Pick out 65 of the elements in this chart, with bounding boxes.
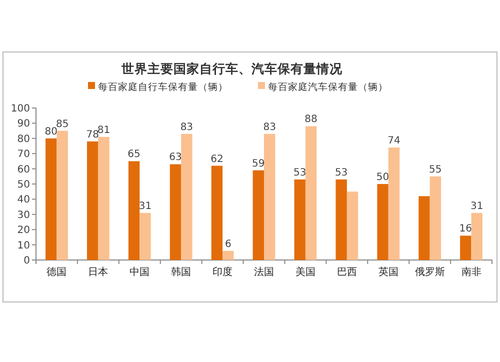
data-label: 31 — [470, 200, 484, 212]
data-label: 53 — [334, 167, 348, 178]
bar — [418, 196, 430, 260]
bar — [336, 179, 347, 260]
data-label: 62 — [210, 154, 224, 165]
data-label: 31 — [138, 200, 152, 212]
bar — [388, 148, 400, 260]
x-tick-label: 法国 — [254, 266, 274, 278]
bar — [305, 126, 317, 260]
y-tick-label: 100 — [10, 104, 30, 114]
data-label: 83 — [263, 122, 276, 133]
x-tick-label: 巴西 — [336, 267, 357, 278]
bar — [252, 170, 264, 260]
x-tick-label: 韩国 — [171, 266, 192, 278]
bar — [181, 134, 192, 260]
bar — [377, 184, 388, 260]
y-tick-label: 20 — [17, 225, 30, 236]
bar — [471, 212, 482, 260]
x-tick-label: 德国 — [46, 267, 67, 278]
y-tick-label: 90 — [17, 118, 30, 130]
x-tick-label: 俄罗斯 — [414, 266, 445, 278]
bar — [86, 141, 98, 260]
data-label: 74 — [388, 136, 400, 147]
data-label: 50 — [376, 172, 390, 183]
bar — [128, 161, 140, 260]
data-label: 53 — [293, 167, 306, 178]
data-label: 83 — [180, 122, 194, 133]
x-tick-label: 日本 — [88, 266, 108, 278]
data-label: 81 — [97, 124, 110, 136]
data-label: 88 — [304, 114, 318, 126]
bar — [46, 138, 57, 260]
data-label: 59 — [252, 158, 265, 170]
chart-title: 世界主要国家自行车、汽车保有量情况 — [120, 61, 344, 76]
y-tick-label: 30 — [17, 210, 30, 221]
data-label: 6 — [224, 238, 232, 250]
x-tick-label: 美国 — [295, 266, 316, 278]
bar — [140, 212, 151, 260]
bar — [460, 236, 472, 260]
x-tick-label: 英国 — [378, 266, 398, 278]
x-tick-label: 中国 — [130, 266, 150, 278]
data-label: 55 — [429, 164, 442, 176]
bar — [170, 164, 182, 260]
bar — [294, 179, 306, 260]
data-label: 16 — [459, 224, 472, 235]
data-label: 78 — [86, 129, 99, 140]
bar — [98, 136, 110, 260]
x-tick-label: 南非 — [461, 266, 482, 278]
bar — [211, 166, 223, 260]
y-tick-label: 50 — [17, 180, 30, 190]
data-label: 65 — [128, 149, 140, 160]
data-label: 85 — [56, 118, 69, 130]
y-tick-label: 10 — [17, 240, 30, 252]
data-label: 63 — [169, 152, 182, 164]
bar — [222, 250, 234, 260]
bar — [346, 192, 358, 260]
y-tick-label: 60 — [17, 164, 30, 176]
bar — [264, 134, 276, 260]
x-tick-label: 印度 — [212, 266, 233, 278]
y-tick-label: 40 — [17, 194, 30, 206]
bar — [430, 176, 442, 260]
data-label: 80 — [44, 126, 58, 138]
y-tick-label: 80 — [17, 134, 30, 145]
y-tick-label: 0 — [24, 256, 30, 266]
y-tick-label: 70 — [17, 149, 30, 160]
bar — [56, 130, 68, 260]
